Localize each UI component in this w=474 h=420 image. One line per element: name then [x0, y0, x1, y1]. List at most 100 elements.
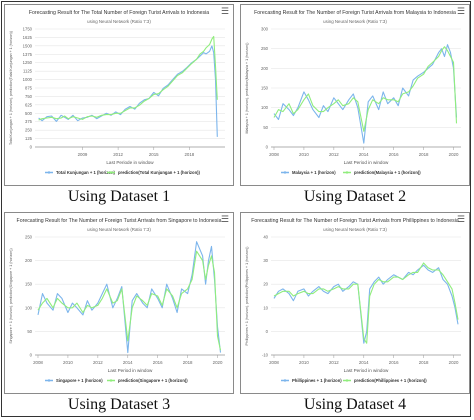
y-tick-label: 150 [261, 86, 269, 91]
chart-subtitle: using Neural Network (Ratio 7:3) [323, 19, 387, 24]
x-tick-label: 2016 [153, 360, 163, 365]
y-tick-label: 50 [27, 329, 32, 334]
legend-label: Malaysia + 1 (horizon) [292, 170, 336, 175]
x-tick-label: 2014 [359, 360, 369, 365]
x-tick-label: 2008 [269, 360, 279, 365]
y-axis-label: Malaysia + 1 (horizon), prediction(Malay… [245, 43, 249, 134]
x-tick-label: 2010 [299, 152, 309, 157]
y-tick-label: 125 [25, 136, 33, 141]
caption-1: Using Dataset 1 [67, 188, 171, 205]
x-tick-label: 2020 [213, 360, 223, 365]
x-tick-label: 2020 [449, 360, 459, 365]
chart-title: Forecasting Result for The Number of For… [251, 218, 459, 224]
x-tick-label: 2018 [183, 360, 193, 365]
chart-svg-4: Forecasting Result for The Number of For… [245, 218, 461, 383]
chart-subtitle: using Neural Network (Ratio 7:3) [323, 227, 387, 232]
series-line [37, 241, 222, 354]
x-tick-label: 2008 [269, 152, 279, 157]
chart-panel-2: Forecasting Result for The Number of For… [240, 4, 470, 186]
y-tick-label: 0 [30, 353, 33, 358]
legend-marker [109, 171, 113, 174]
y-tick-label: 0 [266, 145, 269, 150]
y-tick-label: 250 [261, 46, 269, 51]
x-tick-label: 2016 [389, 152, 399, 157]
series-line [37, 250, 222, 351]
x-tick-label: 2008 [33, 360, 43, 365]
y-tick-label: 1750 [23, 27, 33, 32]
y-tick-label: 1500 [23, 43, 33, 48]
y-tick-label: 200 [25, 258, 33, 263]
chart-menu-icon[interactable]: ☰ [220, 7, 229, 17]
x-tick-label: 2009 [78, 152, 88, 157]
caption-2: Using Dataset 2 [303, 188, 407, 205]
y-tick-label: 250 [25, 128, 33, 133]
y-tick-label: 20 [263, 282, 268, 287]
x-tick-label: 2018 [419, 152, 429, 157]
x-axis-label: Last Periode in window [106, 160, 154, 165]
chart-panel-1: Forecasting Result for The Total Number … [4, 4, 234, 186]
y-tick-label: 1375 [23, 52, 33, 57]
legend-label: prediction(Singapore + 1 (horizon)) [118, 378, 188, 383]
caption-3: Using Dataset 3 [67, 396, 171, 413]
x-axis-label: Last Period in window [344, 368, 389, 373]
y-tick-label: 40 [263, 235, 268, 240]
chart-svg-3: Forecasting Result for The Number of For… [9, 218, 225, 383]
y-axis-label: Phillippines + 1 (horizon), prediction(P… [245, 247, 249, 346]
x-tick-label: 2020 [449, 152, 459, 157]
x-tick-label: 2014 [123, 360, 133, 365]
series-line [273, 46, 458, 132]
y-tick-label: -10 [262, 353, 269, 358]
legend-label: prediction(Total Kunjungan + 1 (horizon)… [118, 170, 201, 175]
chart-svg-1: Forecasting Result for The Total Number … [9, 10, 225, 175]
y-tick-label: 50 [263, 125, 268, 130]
legend-marker [283, 379, 287, 382]
y-tick-label: 1625 [23, 35, 33, 40]
x-tick-label: 2012 [93, 360, 103, 365]
chart-menu-icon[interactable]: ☰ [456, 7, 465, 17]
chart-title: Forecasting Result for The Total Number … [29, 10, 209, 16]
chart-menu-icon[interactable]: ☰ [220, 215, 229, 225]
y-tick-label: 250 [25, 235, 33, 240]
y-tick-label: 500 [25, 111, 33, 116]
legend-label: prediction(Phillippines + 1 (horizon)) [354, 378, 427, 383]
legend-marker [47, 171, 51, 174]
y-tick-label: 10 [263, 305, 268, 310]
chart-title: Forecasting Result for The Number of For… [254, 10, 456, 16]
series-line [38, 35, 218, 121]
chart-subtitle: using Neural Network (Ratio 7:3) [87, 19, 151, 24]
chart-subtitle: using Neural Network (Ratio 7:3) [87, 227, 151, 232]
x-tick-label: 2012 [329, 152, 339, 157]
chart-panel-3: Forecasting Result for The Number of For… [4, 212, 234, 394]
chart-menu-icon[interactable]: ☰ [456, 215, 465, 225]
caption-4: Using Dataset 4 [303, 396, 407, 413]
x-axis-label: Last Period in window [108, 368, 153, 373]
chart-svg-2: Forecasting Result for The Number of For… [245, 10, 461, 175]
y-tick-label: 1125 [23, 69, 33, 74]
y-axis-label: Singapore + 1 (horizon), prediction(Sing… [9, 248, 13, 343]
y-tick-label: 625 [25, 102, 33, 107]
y-tick-label: 300 [261, 27, 269, 32]
x-tick-label: 2015 [149, 152, 159, 157]
x-tick-label: 2018 [419, 360, 429, 365]
y-tick-label: 375 [25, 119, 33, 124]
y-tick-label: 0 [266, 329, 269, 334]
y-tick-label: 1250 [23, 60, 33, 65]
x-tick-label: 2010 [63, 360, 73, 365]
chart-title: Forecasting Result for The Number of For… [17, 218, 222, 224]
y-tick-label: 875 [25, 86, 33, 91]
y-tick-label: 150 [25, 282, 33, 287]
x-tick-label: 2018 [184, 152, 194, 157]
series-line [273, 262, 459, 344]
legend-marker [109, 379, 113, 382]
y-axis-label: Total Kunjungan + 1 (horizon), predictio… [9, 31, 13, 145]
legend-label: Phillippines + 1 (horizon) [292, 378, 342, 383]
chart-panel-4: Forecasting Result for The Number of For… [240, 212, 470, 394]
x-tick-label: 2014 [359, 152, 369, 157]
y-tick-label: 200 [261, 66, 269, 71]
x-tick-label: 2012 [329, 360, 339, 365]
legend-label: Total Kunjungan + 1 (horizon) [56, 170, 115, 175]
y-tick-label: 1000 [23, 77, 33, 82]
y-tick-label: 30 [263, 258, 268, 263]
legend-label: Singapore + 1 (horizon) [56, 378, 103, 383]
